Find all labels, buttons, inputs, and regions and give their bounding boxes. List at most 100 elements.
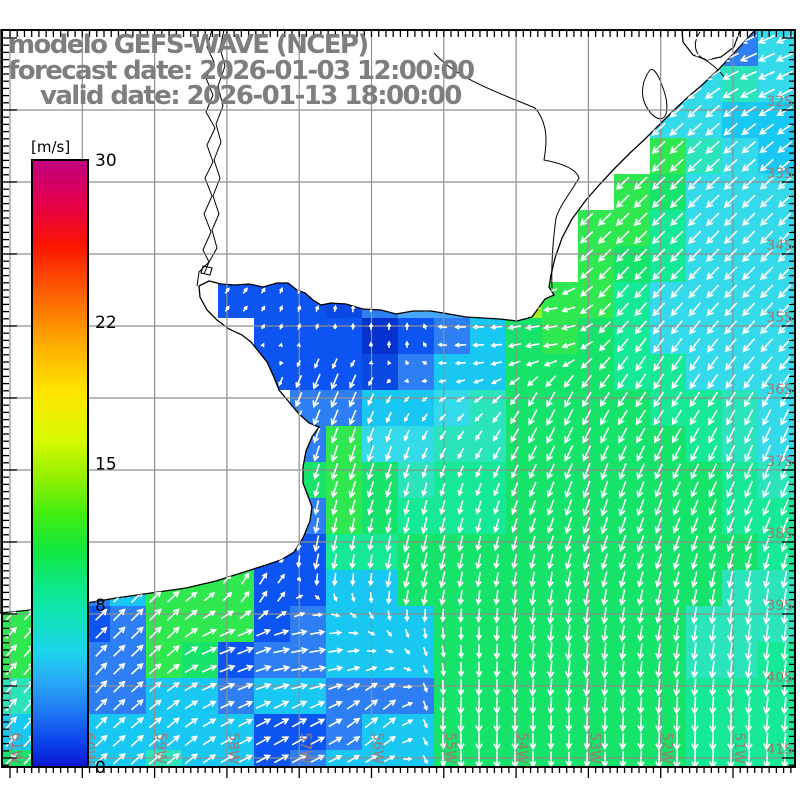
direction-arrow (721, 34, 740, 44)
longitude-label: 52W (659, 732, 675, 764)
direction-arrow (708, 535, 717, 552)
direction-arrow (511, 732, 519, 751)
direction-arrow (184, 609, 198, 621)
direction-arrow (511, 589, 518, 606)
direction-arrow (726, 570, 734, 589)
direction-arrow (511, 643, 519, 661)
wave-cell (506, 642, 542, 678)
direction-arrow (365, 754, 378, 763)
direction-arrow (653, 409, 665, 426)
direction-arrow (350, 322, 356, 330)
direction-arrow (687, 194, 702, 209)
direction-arrow (475, 661, 483, 678)
wave-cell (758, 66, 794, 102)
wave-cell (326, 570, 362, 606)
direction-arrow (348, 462, 357, 481)
direction-arrow (457, 447, 465, 460)
direction-arrow (491, 394, 502, 404)
direction-arrow (726, 409, 736, 426)
wave-cell (326, 498, 362, 534)
direction-arrow (617, 409, 628, 426)
wave-cell (398, 318, 434, 354)
direction-arrow (633, 194, 648, 209)
direction-arrow (579, 230, 594, 244)
direction-arrow (655, 661, 663, 679)
axis-ticks (2, 30, 795, 778)
wave-cell (470, 534, 506, 570)
direction-arrow (454, 324, 467, 330)
wave-cell (434, 570, 470, 606)
direction-arrow (475, 571, 482, 588)
wave-cell (398, 390, 434, 426)
direction-arrow (421, 499, 428, 516)
direction-arrow (475, 447, 483, 460)
wave-cell (434, 678, 470, 714)
direction-arrow (762, 535, 771, 553)
direction-arrow (257, 609, 269, 620)
wave-cell (398, 462, 434, 498)
direction-arrow (601, 589, 608, 607)
longitude-label: 51W (731, 732, 747, 764)
direction-arrow (457, 571, 464, 589)
direction-arrow (493, 625, 501, 642)
direction-arrow (669, 122, 684, 136)
direction-arrow (652, 284, 666, 299)
direction-arrow (202, 610, 217, 620)
wave-cell (326, 534, 362, 570)
direction-arrow (422, 323, 428, 330)
direction-arrow (582, 445, 592, 462)
direction-arrow (579, 304, 594, 315)
direction-arrow (401, 701, 414, 708)
direction-arrow (330, 373, 339, 390)
direction-arrow (671, 373, 683, 390)
direction-arrow (454, 342, 467, 348)
direction-arrow (309, 700, 326, 709)
direction-arrow (493, 500, 500, 515)
direction-arrow (777, 248, 792, 263)
direction-arrow (760, 230, 774, 245)
direction-arrow (511, 554, 518, 570)
direction-arrow (507, 324, 522, 331)
direction-arrow (651, 194, 666, 209)
wave-cell (362, 318, 398, 354)
direction-arrow (780, 642, 789, 662)
direction-arrow (546, 499, 555, 516)
direction-arrow (744, 553, 752, 571)
wave-cell (470, 318, 506, 354)
wave-cell (362, 390, 398, 426)
direction-arrow (601, 624, 609, 643)
direction-arrow (780, 409, 790, 426)
direction-arrow (653, 337, 665, 354)
direction-arrow (351, 592, 356, 603)
direction-arrow (437, 324, 448, 330)
direction-arrow (493, 679, 501, 697)
direction-arrow (364, 682, 379, 692)
direction-arrow (723, 158, 738, 172)
wave-cell (326, 606, 362, 642)
direction-arrow (546, 463, 555, 480)
direction-arrow (634, 337, 647, 353)
direction-arrow (475, 696, 483, 715)
direction-arrow (708, 499, 717, 516)
direction-arrow (332, 304, 338, 312)
direction-arrow (422, 628, 428, 640)
direction-arrow (348, 444, 357, 463)
direction-arrow (348, 630, 360, 636)
wave-cell (614, 354, 650, 390)
direction-arrow (184, 717, 199, 728)
direction-arrow (636, 427, 646, 444)
direction-arrow (403, 684, 413, 690)
direction-arrow (633, 230, 648, 245)
direction-arrow (493, 750, 501, 767)
direction-arrow (616, 248, 630, 263)
direction-arrow (618, 480, 627, 499)
direction-arrow (219, 628, 236, 637)
wave-cell (650, 642, 686, 678)
direction-arrow (291, 718, 308, 728)
direction-arrow (651, 140, 666, 154)
direction-arrow (402, 552, 410, 571)
direction-arrow (349, 535, 356, 552)
direction-arrow (546, 481, 555, 498)
direction-arrow (744, 409, 754, 426)
direction-arrow (330, 391, 339, 409)
